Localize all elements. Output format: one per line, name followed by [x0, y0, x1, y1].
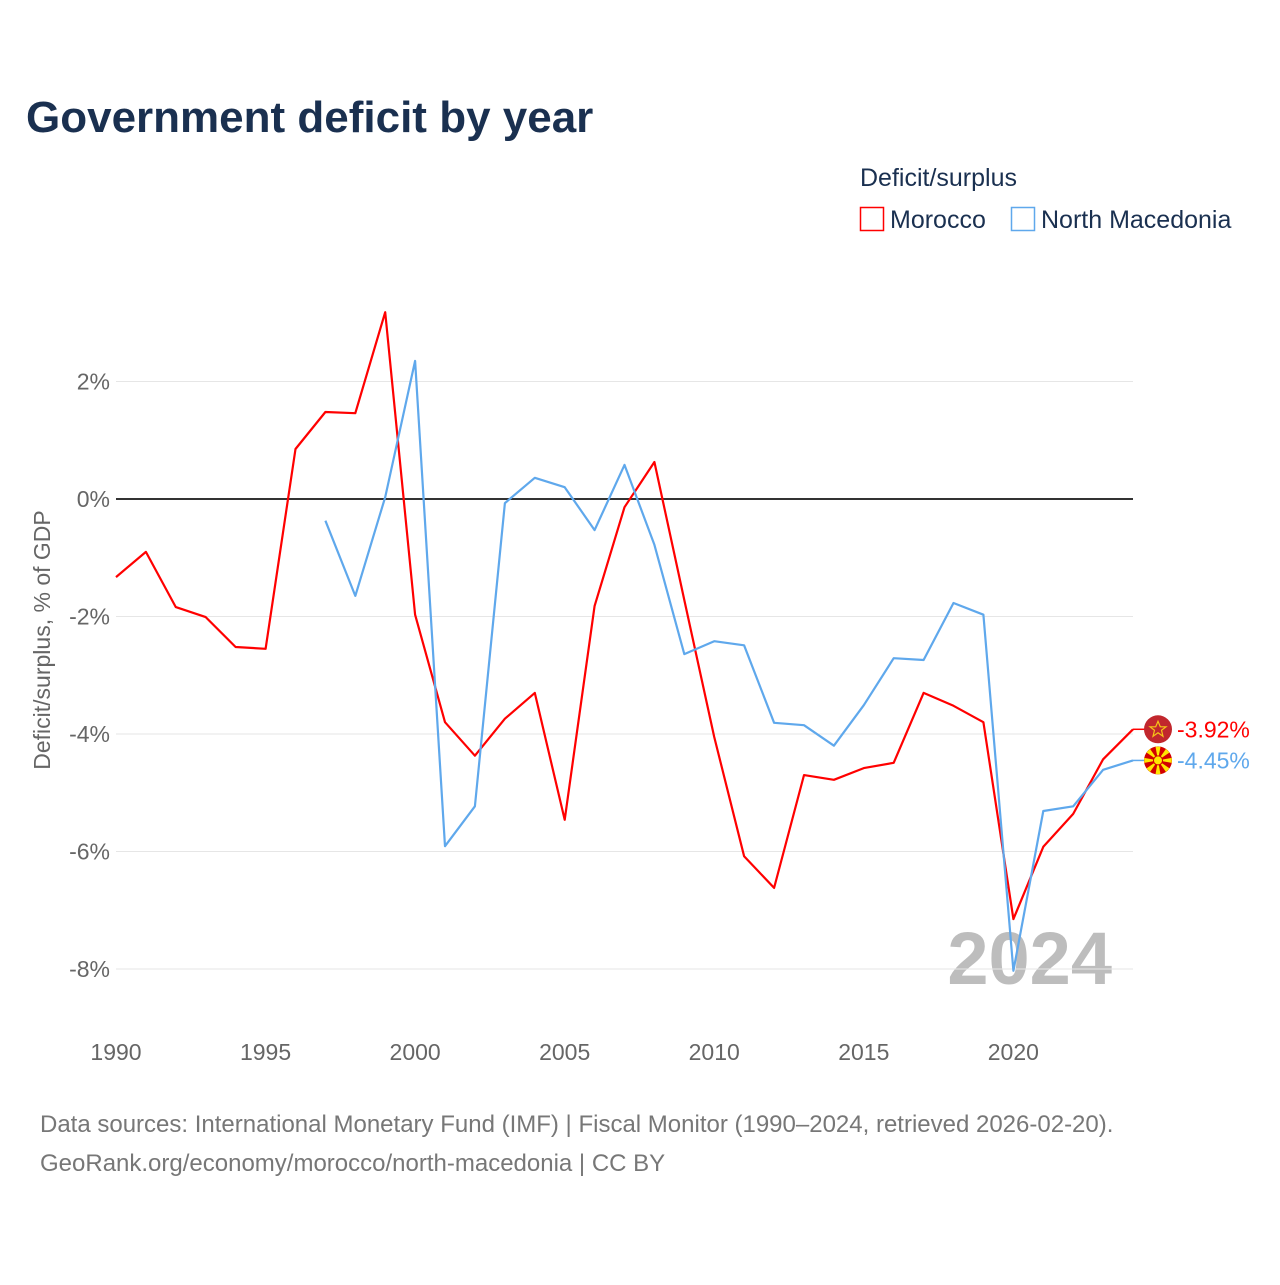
north-macedonia-flag-icon — [1144, 746, 1172, 774]
x-tick-label: 2000 — [390, 1039, 441, 1065]
y-tick-label: 2% — [77, 368, 110, 394]
legend-title: Deficit/surplus — [860, 164, 1017, 192]
legend-item-morocco: Morocco — [861, 206, 986, 234]
x-tick-label: 1990 — [90, 1039, 141, 1065]
footer-link: GeoRank.org/economy/morocco/north-macedo… — [40, 1150, 665, 1177]
footer-sources: Data sources: International Monetary Fun… — [40, 1111, 1113, 1138]
y-tick-label: -2% — [69, 603, 110, 629]
series-line-north-macedonia — [325, 361, 1133, 971]
x-tick-label: 2015 — [838, 1039, 889, 1065]
y-axis-label: Deficit/surplus, % of GDP — [29, 510, 55, 769]
legend-label-morocco: Morocco — [890, 206, 986, 234]
x-tick-label: 2010 — [689, 1039, 740, 1065]
end-value-label: -4.45% — [1177, 747, 1250, 773]
y-tick-label: -4% — [69, 721, 110, 747]
y-tick-label: -8% — [69, 956, 110, 982]
year-watermark: 2024 — [947, 917, 1112, 1000]
legend-swatch-north-macedonia — [1012, 208, 1035, 231]
x-tick-label: 2005 — [539, 1039, 590, 1065]
end-value-label: -3.92% — [1177, 716, 1250, 742]
legend-item-north-macedonia: North Macedonia — [1012, 206, 1232, 234]
morocco-flag-icon — [1144, 715, 1172, 743]
chart-title: Government deficit by year — [26, 93, 593, 142]
x-tick-label: 2020 — [988, 1039, 1039, 1065]
y-tick-label: 0% — [77, 486, 110, 512]
legend-swatch-morocco — [861, 208, 884, 231]
x-tick-label: 1995 — [240, 1039, 291, 1065]
series-line-morocco — [116, 312, 1133, 919]
legend-label-north-macedonia: North Macedonia — [1041, 206, 1231, 234]
y-tick-label: -6% — [69, 838, 110, 864]
